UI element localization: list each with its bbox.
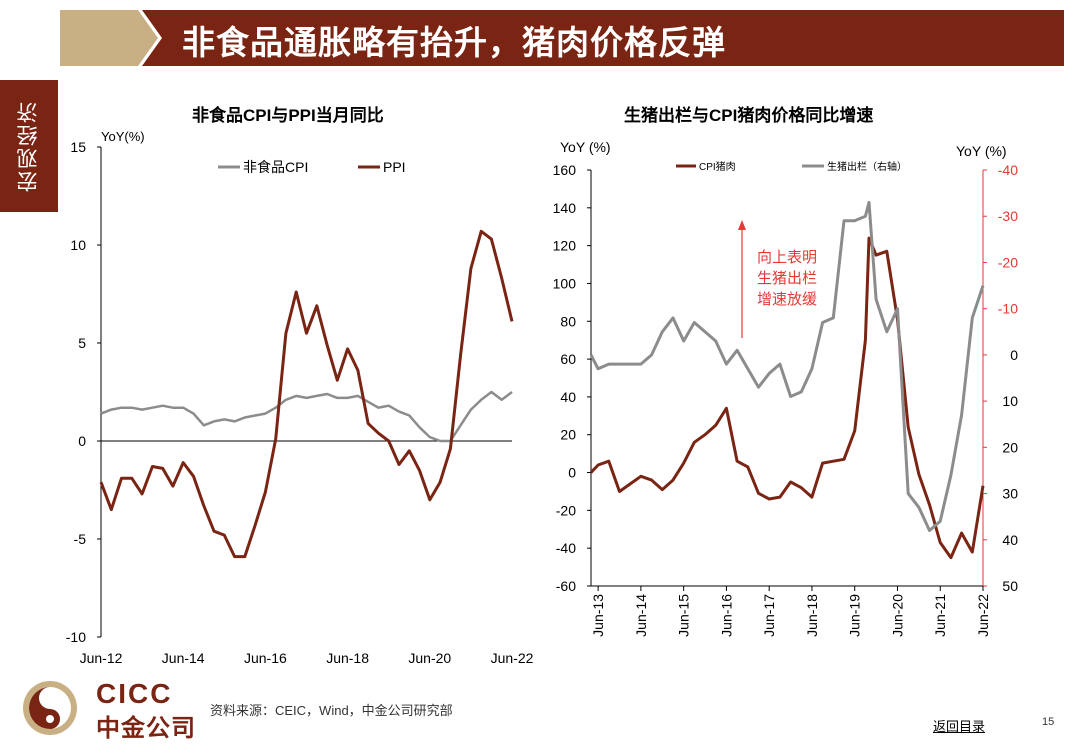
chart-2-legend-label-hog: 生猪出栏（右轴） [827, 160, 907, 173]
chart-2-right-tick-label: 20 [1002, 439, 1018, 455]
chart-2-left-tick-label: -40 [556, 540, 576, 556]
chart-2-left-tick-label: 160 [553, 162, 577, 178]
chart-2-x-tick-label: Jun-13 [590, 594, 606, 637]
header-banner [60, 10, 1064, 66]
chart-1-x-tick-label: Jun-20 [408, 650, 451, 666]
chart-2-left-tick-label: 140 [553, 200, 577, 216]
chart-2-right-tick-label: 10 [1002, 393, 1018, 409]
chart-2-x-tick-label: Jun-21 [932, 594, 948, 637]
brand-name-en: CICC [96, 678, 173, 709]
chart-2-x-tick-label: Jun-20 [889, 594, 905, 637]
chart-2-right-tick-label: 50 [1002, 578, 1018, 594]
page-title: 非食品通胀略有抬升，猪肉价格反弹 [182, 24, 726, 61]
chart-1-y-tick-label: 0 [78, 433, 86, 449]
chart-2-left-tick-label: 100 [553, 275, 577, 291]
chart-2-left-axis-label: YoY (%) [560, 139, 611, 155]
chart-2-left-tick-label: -60 [556, 578, 576, 594]
page-number: 15 [1042, 716, 1055, 728]
chart-2-x-tick-label: Jun-19 [847, 594, 863, 637]
chart-1-x-tick-label: Jun-18 [326, 650, 369, 666]
chart-1-series-ppi [99, 229, 514, 559]
source-note: 资料来源：CEIC，Wind，中金公司研究部 [210, 703, 453, 718]
chart-2-annotation-line: 向上表明 [757, 249, 817, 266]
chart-1-series-cpi [100, 390, 513, 443]
chart-2-x-tick-label: Jun-18 [804, 594, 820, 637]
chart-2-right-axis-label: YoY (%) [956, 143, 1007, 159]
chart-2-left-tick-label: 80 [560, 313, 576, 329]
chart-2-annotation-line: 增速放缓 [757, 291, 817, 308]
chart-2-right-tick-label: -20 [998, 254, 1018, 270]
back-to-contents-link[interactable]: 返回目录 [933, 719, 986, 734]
chart-1-y-tick-label: 15 [70, 139, 86, 155]
cicc-logo-icon [23, 681, 77, 735]
chart-1-legend-label-ppi: PPI [383, 159, 406, 175]
brand-name-cn: 中金公司 [96, 715, 196, 742]
chart-2-x-tick-label: Jun-17 [761, 594, 777, 637]
chart-2-left-tick-label: -20 [556, 502, 576, 518]
chart-2-annotation-line: 生猪出栏 [757, 270, 817, 287]
chart-2-legend-label-pork: CPI猪肉 [699, 160, 736, 173]
chart-2-left-tick-label: 0 [568, 465, 576, 481]
chart-1-x-tick-label: Jun-14 [162, 650, 205, 666]
chart-1-x-tick-label: Jun-22 [491, 650, 534, 666]
chart-2-title: 生猪出栏与CPI猪肉价格同比增速 [624, 106, 874, 125]
chart-1-y-axis-label: YoY(%) [101, 129, 145, 144]
chart-2-series-pork-cpi [589, 236, 985, 560]
chart-1-legend-label-cpi: 非食品CPI [243, 159, 308, 175]
chart-1-y-tick-label: 10 [70, 237, 86, 253]
chart-2-left-tick-label: 120 [553, 238, 577, 254]
chart-1-y-tick-label: 5 [78, 335, 86, 351]
chart-1-x-tick-label: Jun-16 [244, 650, 287, 666]
chart-2-annotation-arrowhead [738, 220, 746, 230]
chart-2-left-tick-label: 40 [560, 389, 576, 405]
chart-2-left-tick-label: 20 [560, 427, 576, 443]
chart-2-right-tick-label: -40 [998, 162, 1018, 178]
chart-2-left-tick-label: 60 [560, 351, 576, 367]
chart-2-right-tick-label: 30 [1002, 486, 1018, 502]
section-tab [0, 80, 58, 212]
chart-1-y-tick-label: -5 [74, 531, 87, 547]
chart-2-right-tick-label: 40 [1002, 532, 1018, 548]
chart-2-right-tick-label: -30 [998, 208, 1018, 224]
chart-2-x-tick-label: Jun-22 [975, 594, 991, 637]
chart-1-title: 非食品CPI与PPI当月同比 [192, 106, 384, 125]
chart-1-y-tick-label: -10 [66, 629, 86, 645]
chart-1-x-tick-label: Jun-12 [80, 650, 123, 666]
chart-2-x-tick-label: Jun-14 [633, 594, 649, 637]
chart-2-series-hog-slaughter [589, 200, 985, 532]
chart-2-right-tick-label: 0 [1010, 347, 1018, 363]
chart-2-x-tick-label: Jun-15 [676, 594, 692, 637]
chart-2-x-tick-label: Jun-16 [718, 594, 734, 637]
chart-2-right-tick-label: -10 [998, 301, 1018, 317]
